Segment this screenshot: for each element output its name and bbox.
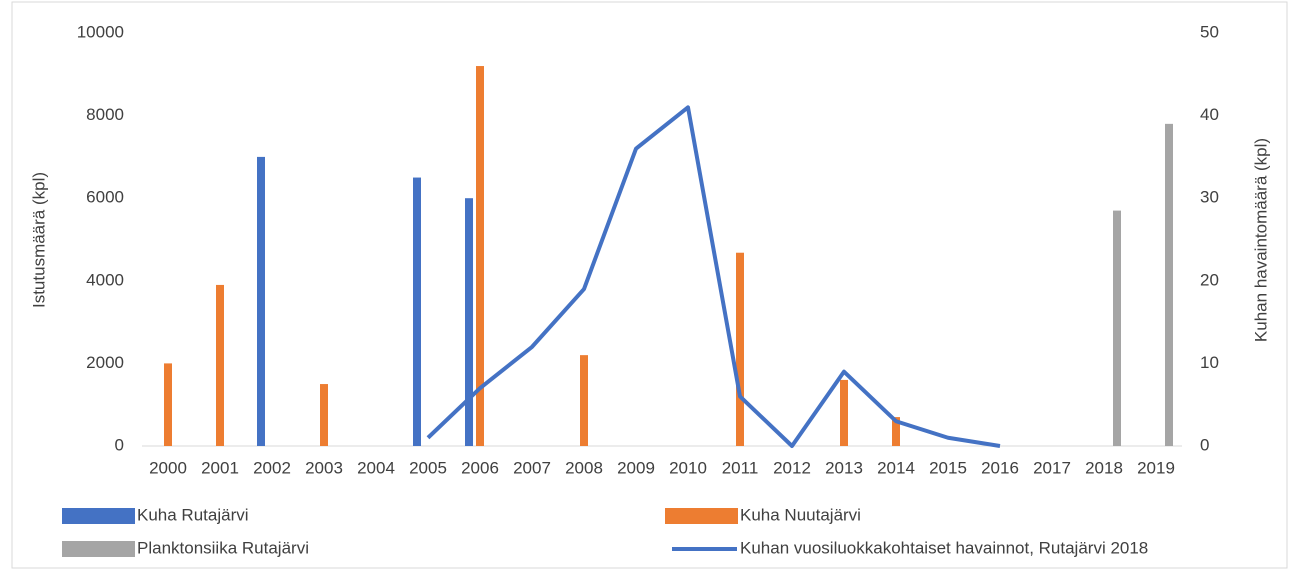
bar [320,384,328,446]
x-tick-label: 2000 [149,458,187,477]
bar [840,379,848,446]
legend-swatch [665,508,738,524]
y-tick-label: 6000 [86,188,124,207]
x-tick-label: 2013 [825,458,863,477]
x-tick-label: 2012 [773,458,811,477]
bar [892,417,900,446]
x-tick-label: 2008 [565,458,603,477]
x-tick-label: 2003 [305,458,343,477]
y-tick-label: 2000 [86,353,124,372]
x-tick-label: 2007 [513,458,551,477]
bar [476,66,484,446]
bar [1113,210,1121,446]
y2-tick-label: 40 [1200,105,1219,124]
legend-swatch [62,541,135,557]
legend-label: Planktonsiika Rutajärvi [137,538,309,557]
bar [164,363,172,446]
y-tick-label: 4000 [86,270,124,289]
bar [465,198,473,446]
x-tick-label: 2006 [461,458,499,477]
x-tick-label: 2010 [669,458,707,477]
chart-border [11,1,1288,569]
y-tick-label: 10000 [77,22,124,41]
line [426,105,1001,448]
y2-tick-label: 30 [1200,188,1219,207]
x-tick-label: 2015 [929,458,967,477]
legend-label: Kuha Nuutajärvi [740,505,861,524]
y2-tick-label: 50 [1200,22,1219,41]
x-tick-label: 2001 [201,458,239,477]
bar [736,252,744,446]
y-tick-label: 8000 [86,105,124,124]
y-axis-label: Istutusmäärä (kpl) [29,172,48,308]
x-tick-label: 2018 [1085,458,1123,477]
x-tick-label: 2016 [981,458,1019,477]
bar [216,284,224,446]
x-tick-label: 2004 [357,458,395,477]
y2-tick-label: 0 [1200,435,1209,454]
bar [1165,123,1173,447]
x-tick-label: 2005 [409,458,447,477]
legend-label: Kuha Rutajärvi [137,505,249,524]
bar [413,177,421,447]
legend-swatch [62,508,135,524]
x-tick-label: 2019 [1137,458,1175,477]
x-tick-label: 2011 [722,458,759,477]
y-tick-label: 0 [115,435,124,454]
y2-tick-label: 10 [1200,353,1219,372]
y2-axis-label: Kuhan havaintomäärä (kpl) [1251,138,1270,342]
bar [257,156,265,446]
x-tick-label: 2009 [617,458,655,477]
x-tick-label: 2014 [877,458,915,477]
legend-label: Kuhan vuosiluokkakohtaiset havainnot, Ru… [740,538,1148,557]
x-tick-label: 2002 [253,458,291,477]
x-tick-label: 2017 [1033,458,1071,477]
bar [580,355,588,446]
y2-tick-label: 20 [1200,270,1219,289]
